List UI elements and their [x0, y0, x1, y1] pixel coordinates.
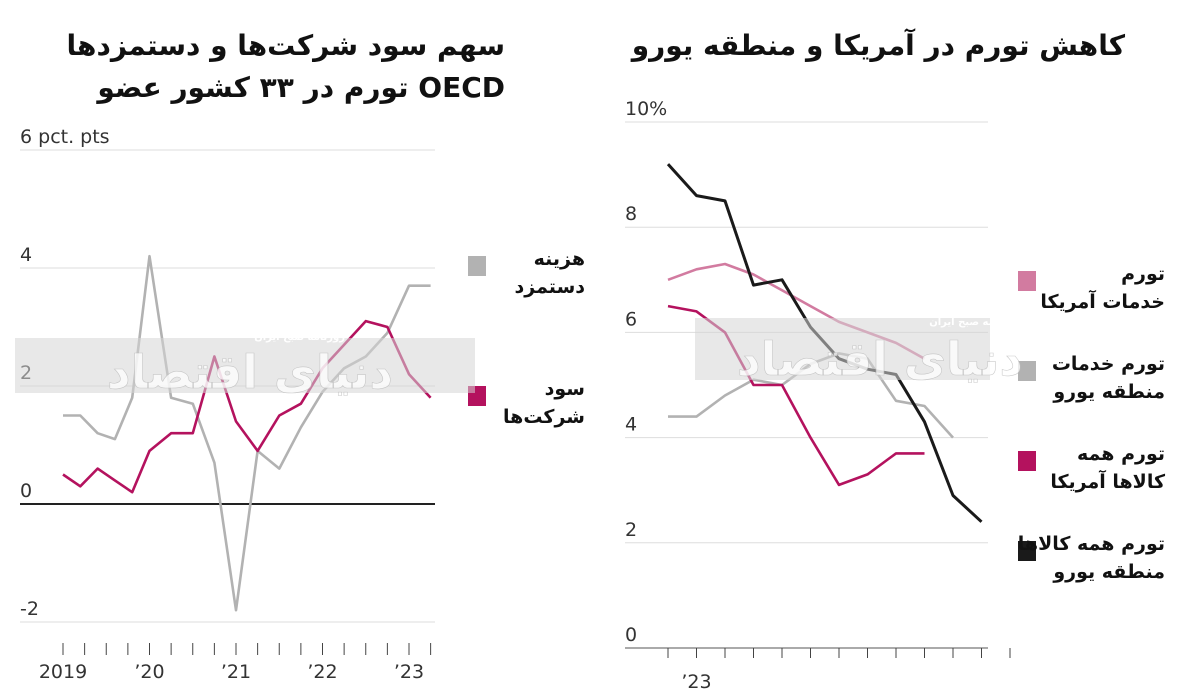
chart-title-line: سهم سود شرکت‌ها و دستمزدها	[67, 29, 505, 62]
legend-label: منطقه یورو	[1052, 561, 1165, 583]
legend-label: تورم همه	[1077, 443, 1165, 465]
x-tick-label: ’20	[134, 661, 164, 683]
legend-swatch	[468, 256, 486, 276]
legend-label: تورم	[1121, 263, 1165, 285]
y-tick-label: 10%	[625, 98, 667, 120]
legend-label: تورم همه کالاها	[1018, 533, 1165, 555]
legend-label: منطقه یورو	[1052, 381, 1165, 403]
x-tick-label: 2019	[39, 661, 87, 683]
x-tick-label: ’22	[307, 661, 337, 683]
legend-label: دستمزد	[515, 276, 586, 298]
y-tick-label: 0	[625, 624, 637, 646]
y-tick-label: -2	[20, 598, 39, 620]
y-tick-label: 0	[20, 480, 32, 502]
x-tick-label: ’23	[681, 671, 711, 693]
y-tick-label: 6 pct. pts	[20, 126, 110, 148]
watermark-band	[695, 318, 990, 380]
legend-swatch	[1018, 361, 1036, 381]
series-line	[62, 319, 432, 494]
y-tick-label: 6	[625, 308, 637, 330]
chart-title-line: کاهش تورم در آمریکا و منطقه یورو	[630, 28, 1126, 62]
watermark-text: دنیای اقتصاد	[737, 332, 1023, 386]
series-line	[63, 254, 431, 612]
legend-label: کالاها آمریکا	[1050, 469, 1166, 493]
x-tick-label: ’23	[394, 661, 424, 683]
watermark-text: دنیای اقتصاد	[107, 345, 393, 399]
chart-title-line: تورم در ۳۳ کشور عضو OECD	[95, 71, 505, 104]
y-tick-label: 2	[625, 519, 637, 541]
watermark: روزنامه صبح ایران روزنامه صبح ایران دنیای …	[15, 317, 1023, 399]
legend-swatch	[1018, 541, 1036, 561]
x-tick-label: ’21	[221, 661, 251, 683]
legend-label: سود	[545, 378, 585, 400]
legend-swatch	[1018, 451, 1036, 471]
watermark-tag: روزنامه صبح ایران	[254, 332, 345, 343]
legend-label: هزینه	[534, 248, 585, 270]
y-tick-label: 8	[625, 203, 637, 225]
legend-label: تورم خدمات	[1052, 353, 1165, 375]
legend-label: شرکت‌ها	[503, 406, 585, 428]
watermark-band	[15, 338, 475, 393]
legend-swatch	[1018, 271, 1036, 291]
y-tick-label: 4	[625, 414, 637, 436]
y-tick-label: 4	[20, 244, 32, 266]
legend-label: خدمات آمریکا	[1040, 289, 1165, 313]
watermark-tag: روزنامه صبح ایران	[929, 317, 1020, 328]
